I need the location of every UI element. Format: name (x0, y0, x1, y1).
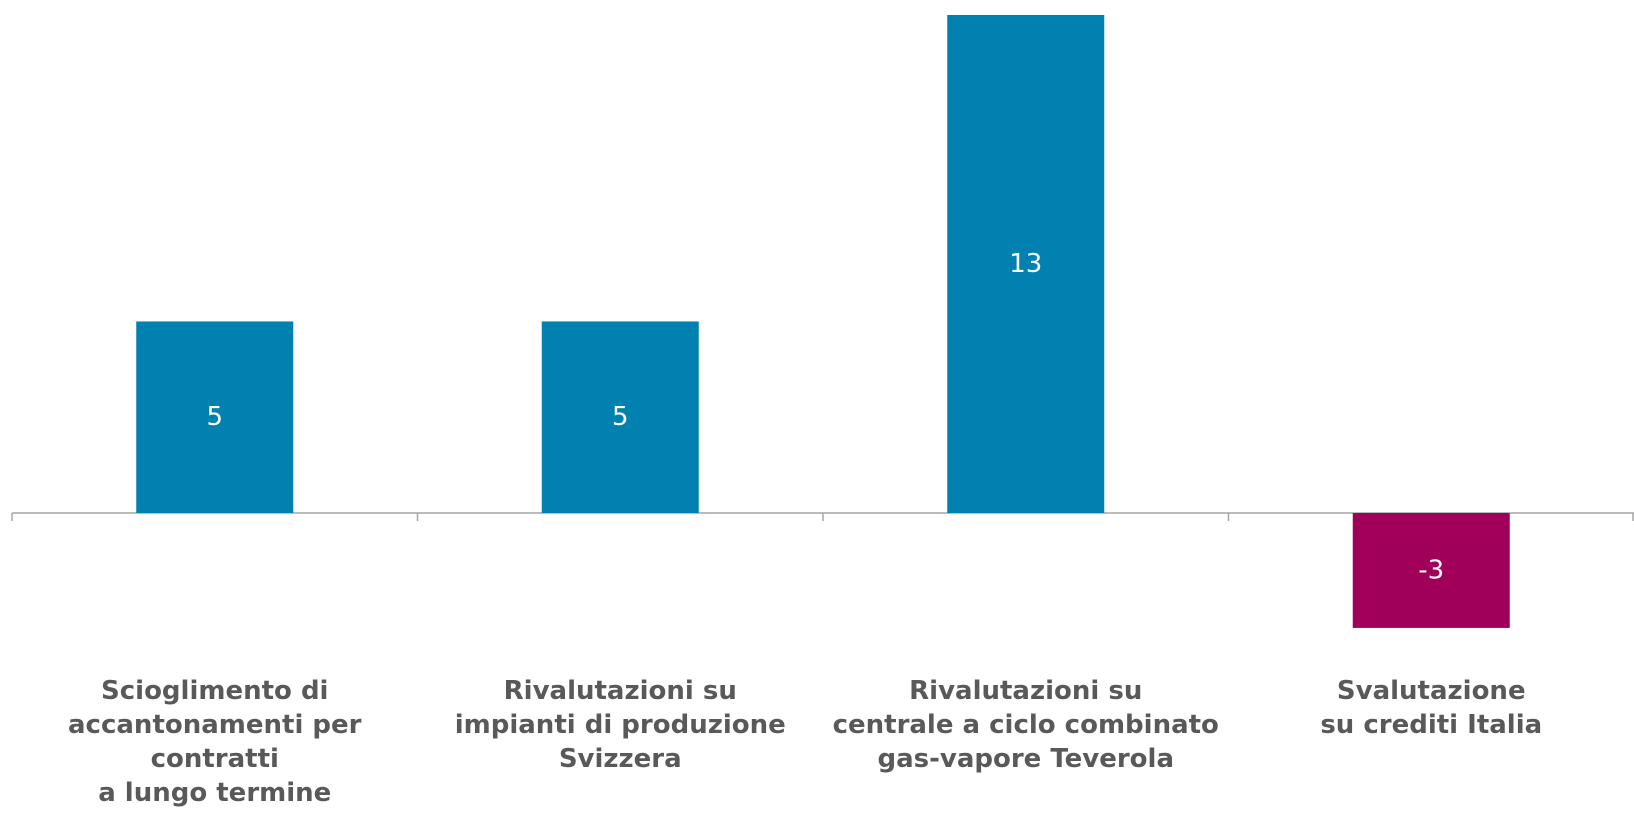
bar (136, 321, 294, 513)
category-label: Rivalutazioni su impianti di produzione … (454, 676, 786, 774)
bar (541, 321, 699, 513)
bar-value-label: 5 (612, 402, 629, 432)
bar-value-label: 5 (206, 402, 223, 432)
bar-value-label: -3 (1418, 555, 1444, 585)
category-label: Scioglimento di accantonamenti per contr… (68, 676, 362, 808)
category-label: Svalutazione su crediti Italia (1320, 676, 1543, 740)
bar-value-label: 13 (1009, 249, 1042, 279)
bar (1352, 513, 1510, 628)
bar (947, 15, 1105, 513)
category-label: Rivalutazioni su centrale a ciclo combin… (832, 676, 1219, 774)
